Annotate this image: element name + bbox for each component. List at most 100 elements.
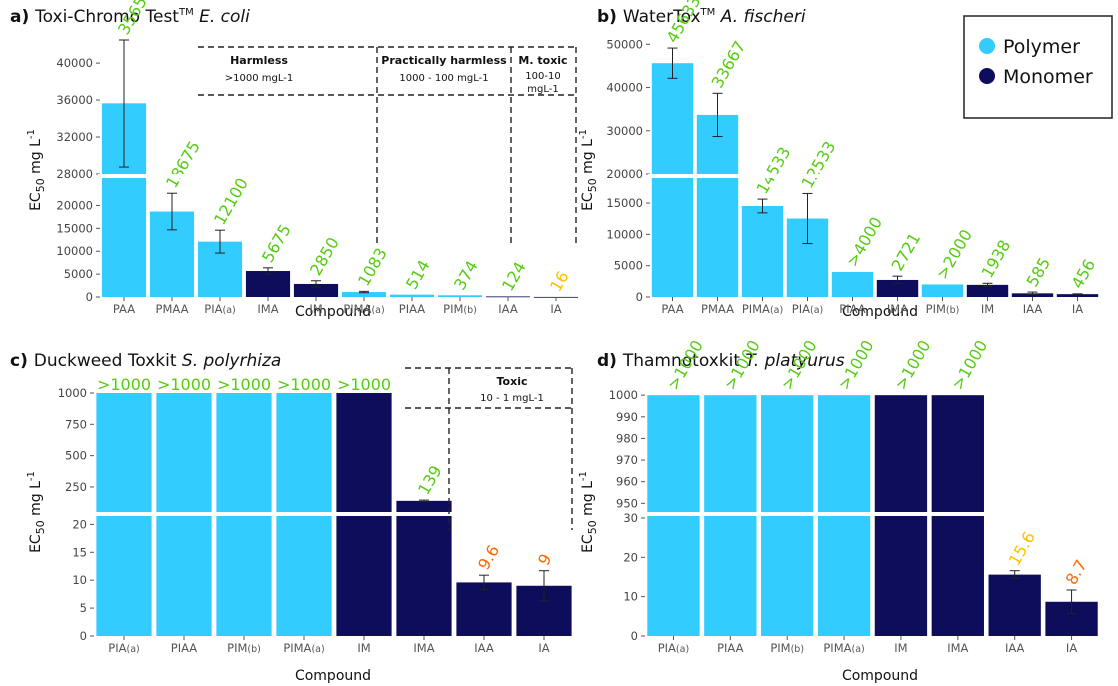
x-tick-label: IM bbox=[309, 302, 322, 316]
bar bbox=[921, 284, 964, 297]
y-tick-label: 50000 bbox=[606, 37, 643, 51]
y-tick-label: 40000 bbox=[606, 81, 643, 95]
value-label: 12533 bbox=[798, 138, 840, 192]
x-tick-label: IM bbox=[357, 641, 370, 655]
x-tick-label: IAA bbox=[1023, 302, 1043, 316]
y-tick-label: 0 bbox=[631, 629, 638, 643]
bar bbox=[651, 63, 694, 297]
x-tick-label-base: PIM bbox=[770, 641, 790, 655]
zone-title: Practically harmless bbox=[381, 54, 507, 67]
value-label: 15.6 bbox=[1005, 528, 1039, 568]
x-tick-label-base: IAA bbox=[498, 302, 518, 316]
x-tick-label-base: PIAA bbox=[171, 641, 198, 655]
zone-range: 1000 - 100 mgL-1 bbox=[399, 73, 488, 84]
bar bbox=[456, 582, 512, 636]
zone-title: M. toxic bbox=[518, 54, 567, 67]
y-axis-label: EC50 mg L-1 bbox=[578, 471, 599, 553]
y-axis-label-part: 50 bbox=[586, 520, 599, 534]
bar bbox=[396, 500, 452, 636]
x-tick-label-base: IMA bbox=[947, 641, 968, 655]
y-tick-label: 960 bbox=[616, 475, 638, 489]
legend-box bbox=[963, 15, 1113, 119]
title-species: E. coli bbox=[194, 7, 250, 27]
x-tick-label: PIMA(a) bbox=[742, 302, 783, 316]
x-tick-label-base: PIA bbox=[108, 641, 126, 655]
bar bbox=[1011, 293, 1054, 297]
x-tick-label-base: IMA bbox=[257, 302, 278, 316]
bar bbox=[966, 284, 1009, 297]
x-tick-label: PIM(b) bbox=[227, 641, 261, 655]
y-tick-label: 28000 bbox=[56, 167, 93, 181]
zone-annotations-c: Toxic 10 - 1 mgL-1 bbox=[405, 367, 573, 530]
x-tick-label-sub: (a) bbox=[676, 644, 689, 655]
legend-marker-monomer bbox=[979, 68, 995, 84]
value-label: 139 bbox=[414, 462, 446, 498]
x-tick-label-base: IMA bbox=[887, 302, 908, 316]
y-axis-label-part: -1 bbox=[578, 129, 589, 139]
x-tick-label-sub: (b) bbox=[791, 644, 804, 655]
x-axis-label: Compound bbox=[842, 668, 918, 684]
x-tick-label: PMAA bbox=[701, 302, 734, 316]
x-tick-label-sub: (a) bbox=[126, 644, 139, 655]
value-label: 2721 bbox=[888, 229, 925, 274]
x-tick-label-base: IA bbox=[1072, 302, 1083, 316]
x-tick-label: PIA(a) bbox=[792, 302, 823, 316]
x-tick-label-base: IAA bbox=[1005, 641, 1025, 655]
x-tick-label-base: PMAA bbox=[156, 302, 189, 316]
x-tick-label: PIAA bbox=[399, 302, 426, 316]
y-tick-label: 1000 bbox=[609, 388, 638, 402]
bar bbox=[437, 295, 483, 297]
x-tick-label: PAA bbox=[661, 302, 683, 316]
bar bbox=[831, 271, 874, 297]
y-tick-label: 20 bbox=[623, 550, 638, 564]
y-tick-label: 15000 bbox=[56, 221, 93, 235]
y-tick-label: 30 bbox=[623, 511, 638, 525]
panel-title: d) Thamnotoxkit T. platyurus bbox=[597, 351, 845, 371]
x-tick-label: IMA bbox=[887, 302, 908, 316]
value-label: >2000 bbox=[933, 226, 977, 282]
axis-break bbox=[643, 512, 1102, 516]
y-tick-label: 1000 bbox=[58, 386, 87, 400]
title-species: A. fischeri bbox=[715, 7, 806, 27]
x-tick-label: IMA bbox=[947, 641, 968, 655]
x-tick-label: PIAA bbox=[171, 641, 198, 655]
x-tick-label: IMA bbox=[257, 302, 278, 316]
x-tick-label-base: PIA bbox=[204, 302, 222, 316]
x-tick-label: PIMA(a) bbox=[823, 641, 864, 655]
y-axis-label-part: EC bbox=[28, 534, 44, 553]
y-tick-label: 5000 bbox=[64, 267, 93, 281]
x-tick-label-base: IAA bbox=[474, 641, 494, 655]
x-tick-label-base: PIAA bbox=[839, 302, 866, 316]
axis-break bbox=[98, 174, 582, 178]
value-label: 514 bbox=[402, 257, 434, 293]
x-tick-label: PIAA bbox=[839, 302, 866, 316]
x-tick-label-sub: (a) bbox=[852, 644, 865, 655]
bar bbox=[389, 294, 435, 297]
y-axis-label-part: -1 bbox=[26, 129, 37, 139]
value-label: 9 bbox=[534, 550, 556, 568]
x-tick-label-sub: (b) bbox=[247, 644, 260, 655]
chart-panel-4: d) Thamnotoxkit T. platyurus EC50 mg L-1 C… bbox=[578, 337, 1102, 684]
x-tick-label-sub: (b) bbox=[463, 305, 476, 316]
bar bbox=[876, 279, 919, 297]
x-tick-label: IAA bbox=[498, 302, 518, 316]
x-tick-label-base: IM bbox=[981, 302, 994, 316]
y-axis-label-part: -1 bbox=[578, 471, 589, 481]
y-tick-label: 990 bbox=[616, 410, 638, 424]
title-text: WaterTox bbox=[623, 7, 701, 27]
x-tick-label-base: IA bbox=[538, 641, 549, 655]
y-tick-label: 20000 bbox=[606, 167, 643, 181]
value-label: >1000 bbox=[277, 375, 331, 394]
bar bbox=[741, 205, 784, 297]
y-axis-label-part: EC bbox=[580, 534, 596, 553]
value-label: 5675 bbox=[258, 221, 295, 266]
x-tick-label-base: PIM bbox=[443, 302, 463, 316]
bar bbox=[341, 292, 387, 297]
value-label: >4000 bbox=[843, 214, 887, 270]
zone-annotations-a: Harmless >1000 mgL-1 Practically harmless 1… bbox=[198, 46, 577, 244]
x-tick-label: PIA(a) bbox=[108, 641, 139, 655]
y-tick-label: 950 bbox=[616, 496, 638, 510]
title-text: Thamnotoxkit bbox=[622, 351, 740, 371]
y-tick-label: 0 bbox=[86, 290, 93, 304]
